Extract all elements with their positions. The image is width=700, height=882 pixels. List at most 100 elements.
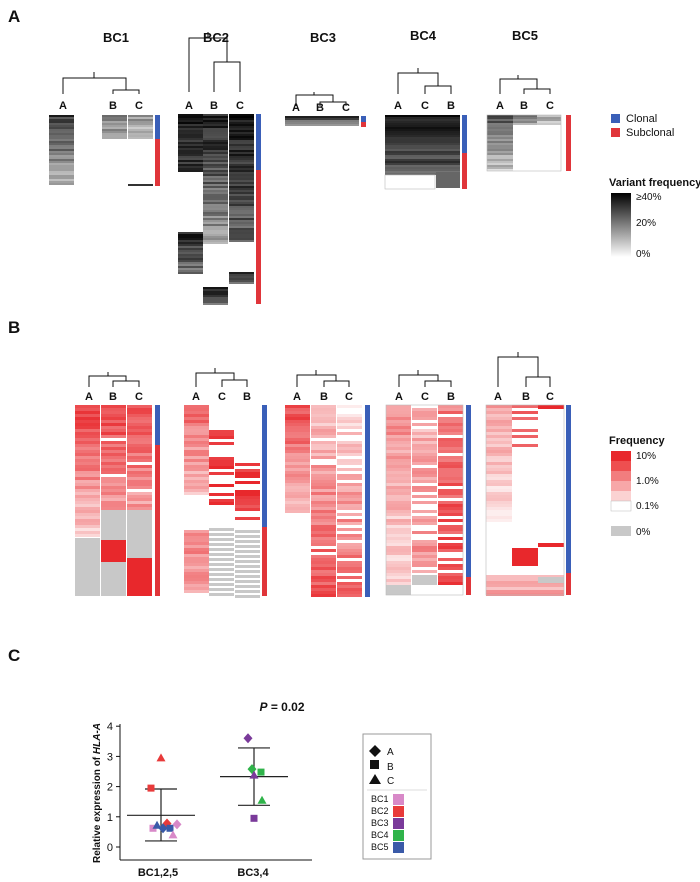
- b2-col-a-bottom: [184, 530, 209, 593]
- data-point-triangle: [249, 770, 259, 779]
- data-point-diamond: [243, 733, 253, 744]
- bc2-col-b-cells: [203, 114, 228, 244]
- panel-b-dendrograms: [88, 352, 551, 387]
- data-point-triangle: [156, 753, 166, 762]
- bc5-col-c: C: [546, 100, 554, 112]
- panel-a-heatmaps: [49, 114, 571, 305]
- b1-col-a: A: [85, 391, 93, 403]
- b5-col-b: B: [522, 391, 530, 403]
- b3-col-a: A: [293, 391, 301, 403]
- b2-zero-cells: [209, 528, 260, 598]
- bc2-col-a-top: [178, 114, 203, 172]
- bc5-col-a-cells: [487, 115, 513, 171]
- panel-b-letter: B: [8, 318, 20, 337]
- bc5-title: BC5: [512, 28, 538, 43]
- bc2-col-c-cells: [229, 114, 254, 242]
- bc2-col-b-bottom: [203, 287, 228, 305]
- panel-a-col-labels: A B C A B C A B C A C B A B C: [59, 100, 554, 114]
- bc1-subclonal-bar: [155, 139, 160, 186]
- b5-bottom-cells: [486, 575, 564, 596]
- bc1-col-a: A: [59, 100, 67, 112]
- b4-col-b-cells: [438, 405, 463, 585]
- sample-label-bc2: BC2: [371, 806, 389, 816]
- panel-b-col-labels: A B C A C B A B C A C B A B C: [85, 391, 554, 403]
- category-label-2: BC3,4: [237, 867, 269, 879]
- bc4-col-a: A: [394, 100, 402, 112]
- data-point-square: [250, 814, 258, 822]
- data-point-triangle: [257, 795, 267, 804]
- freq-swatch-2: [611, 461, 631, 471]
- data-point-triangle: [168, 830, 178, 839]
- panel-a-dendrograms: [62, 32, 551, 106]
- freq-tick-0: 0%: [636, 527, 651, 538]
- sample-label-bc1: BC1: [371, 794, 389, 804]
- p-value: P = 0.02: [259, 700, 304, 714]
- bc4-col-b: B: [447, 100, 455, 112]
- b4-col-c-cells: [412, 408, 437, 573]
- b4-col-a-cells: [386, 405, 411, 585]
- sample-label-bc4: BC4: [371, 830, 389, 840]
- b2-col-b-cells: [235, 463, 260, 520]
- b4-col-c: C: [421, 391, 429, 403]
- sample-swatch-bc2: [393, 806, 404, 817]
- b5-col-c: C: [546, 391, 554, 403]
- b4-col-a: A: [395, 391, 403, 403]
- b3-col-a-cells: [285, 405, 310, 513]
- y-tick-label: 3: [107, 751, 113, 763]
- panel-b-legend: Frequency 10% 1.0% 0.1% 0%: [609, 435, 666, 538]
- bc2-col-c-bottom: [229, 272, 254, 284]
- data-point-diamond: [247, 764, 257, 775]
- b5-col-a: A: [494, 391, 502, 403]
- bc5-subclonal-bar: [566, 115, 571, 171]
- bc5-col-b-cells: [513, 115, 537, 125]
- bc4-cells: [385, 115, 460, 175]
- y-tick-label: 1: [107, 812, 113, 824]
- panel-b-heatmaps: [75, 404, 571, 598]
- bc3-title: BC3: [310, 30, 336, 45]
- subclonal-label: Subclonal: [626, 127, 674, 139]
- square-icon: [370, 760, 379, 769]
- bc5-col-c-cells: [537, 115, 561, 125]
- bc4-clonal-bar: [462, 115, 467, 153]
- b1-subclonal-bar: [155, 445, 160, 596]
- b3-col-c-cells: [337, 405, 362, 597]
- sample-swatch-bc3: [393, 818, 404, 829]
- freq-swatch-6: [610, 500, 632, 512]
- b5-col-a-cells: [486, 405, 512, 522]
- panel-a-letter: A: [8, 7, 20, 26]
- bc3-col-b: B: [316, 102, 324, 114]
- freq-swatch-1: [611, 451, 631, 461]
- data-point-triangle: [152, 820, 162, 829]
- bc3-col-a: A: [292, 102, 300, 114]
- bc1-col-c: C: [135, 100, 143, 112]
- b1-clonal-bar: [155, 405, 160, 445]
- variant-frequency-gradient: [611, 193, 631, 257]
- b1-col-a-cells: [75, 405, 100, 537]
- panel-a-legend: Clonal Subclonal Variant frequency ≥40% …: [609, 113, 700, 260]
- shape-label-b: B: [387, 762, 394, 773]
- sample-swatch-bc1: [393, 794, 404, 805]
- b1-col-c: C: [135, 391, 143, 403]
- y-axis-label: Relative expression of HLA-A: [92, 723, 103, 863]
- b3-col-b: B: [320, 391, 328, 403]
- b5-clonal-bar: [566, 405, 571, 573]
- b3-col-c: C: [345, 391, 353, 403]
- bc2-col-c: C: [236, 100, 244, 112]
- b3-col-b-cells: [311, 405, 336, 597]
- triangle-icon: [369, 774, 381, 784]
- data-point-square: [166, 824, 174, 832]
- diamond-icon: [369, 745, 381, 757]
- sample-swatch-bc4: [393, 830, 404, 841]
- b1-col-b: B: [109, 391, 117, 403]
- y-tick-label: 4: [107, 721, 113, 733]
- freq-swatch-zero: [611, 526, 631, 536]
- b2-subclonal-bar: [262, 527, 267, 596]
- bc4-title: BC4: [410, 28, 437, 43]
- bc2-col-a-bottom: [178, 232, 203, 274]
- data-point-square: [257, 768, 265, 776]
- bc1-col-b-cells: [102, 115, 127, 139]
- sample-label-bc5: BC5: [371, 842, 389, 852]
- freq-swatch-5: [611, 491, 631, 501]
- bc4-col-c: C: [421, 100, 429, 112]
